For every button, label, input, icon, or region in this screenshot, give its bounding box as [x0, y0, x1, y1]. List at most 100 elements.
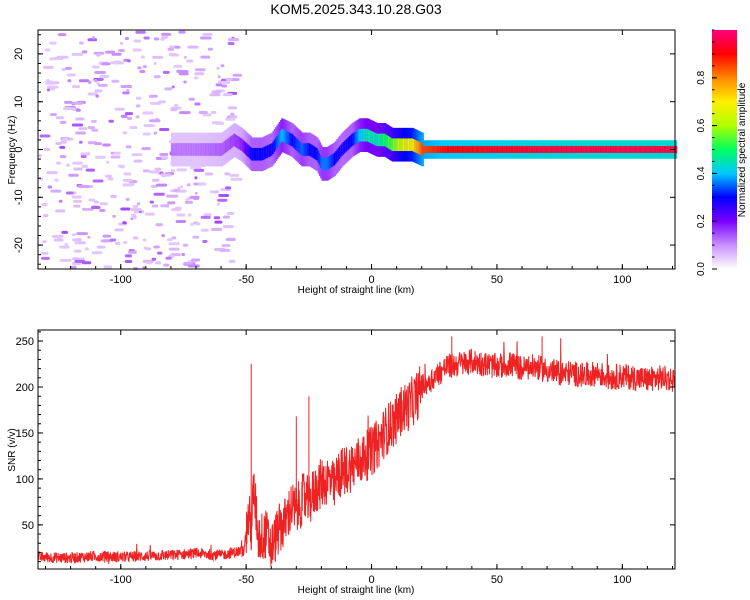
noise-cell [53, 238, 64, 242]
ridge-core [440, 146, 443, 153]
ridge-core [328, 155, 332, 169]
ridge-core [491, 146, 495, 153]
ridge-core [585, 146, 589, 153]
noise-cell [211, 121, 223, 125]
ridge-core [308, 143, 312, 156]
ridge-core [582, 146, 585, 153]
noise-cell [130, 217, 134, 221]
noise-cell [139, 70, 146, 74]
ridge-core [306, 143, 309, 156]
noise-cell [106, 160, 110, 164]
noise-cell [194, 72, 205, 76]
noise-cell [65, 66, 72, 70]
noise-cell [99, 202, 108, 206]
noise-cell [181, 253, 185, 257]
ridge-core [626, 146, 629, 153]
noise-cell [41, 203, 48, 207]
ridge-core [342, 141, 345, 155]
noise-cell [218, 194, 230, 198]
ridge-core [310, 143, 313, 157]
ridge-core [494, 146, 497, 153]
noise-cell [186, 59, 194, 63]
ridge-core [360, 128, 363, 142]
noise-cell [61, 137, 69, 141]
noise-cell [221, 244, 231, 248]
noise-cell [42, 240, 47, 244]
noise-cell [174, 45, 181, 49]
noise-cell [161, 32, 172, 36]
ridge-core [638, 146, 641, 153]
noise-cell [160, 204, 170, 208]
ridge-core [532, 146, 535, 153]
ridge-core [485, 146, 488, 153]
y-tick-label: 10 [13, 96, 25, 108]
ridge-core [372, 131, 376, 145]
ridge-core [643, 146, 646, 153]
ridge-core [264, 146, 268, 159]
x-tick-label: -100 [110, 274, 132, 286]
noise-cell [155, 183, 168, 187]
ridge-core [416, 140, 419, 154]
ridge-core [568, 146, 571, 153]
ridge-core [207, 143, 210, 156]
noise-cell [171, 236, 177, 240]
ridge-core [249, 146, 253, 160]
noise-cell [136, 202, 141, 206]
noise-cell [67, 73, 77, 77]
ridge-core [376, 133, 379, 147]
noise-cell [149, 170, 160, 174]
ridge-core [590, 146, 594, 153]
spectrogram-ylabel: Frequency (Hz) [7, 116, 18, 185]
y-tick-label: 100 [16, 474, 34, 486]
noise-cell [59, 145, 66, 149]
ridge-core [313, 146, 317, 159]
ridge-core [470, 146, 473, 153]
noise-cell [94, 70, 106, 74]
noise-cell [202, 32, 213, 36]
ridge-core [503, 146, 506, 153]
ridge-core [357, 129, 360, 143]
noise-cell [142, 111, 154, 115]
snr-ylabel: SNR (v/v) [7, 428, 18, 471]
noise-cell [170, 108, 178, 112]
ridge-core [386, 135, 389, 148]
ridge-core [474, 146, 477, 153]
ridge-core [208, 143, 211, 156]
ridge-core [234, 134, 238, 148]
noise-cell [122, 131, 128, 135]
x-tick-label: -50 [238, 274, 254, 286]
noise-cell [41, 256, 50, 260]
ridge-core [495, 146, 498, 153]
noise-cell [49, 87, 56, 91]
x-tick-label: 50 [491, 274, 503, 286]
noise-cell [71, 123, 84, 127]
noise-cell [187, 264, 200, 268]
noise-cell [227, 42, 235, 46]
noise-cell [178, 72, 189, 76]
noise-cell [179, 111, 191, 115]
ridge-core [199, 143, 202, 156]
noise-cell [71, 52, 84, 56]
ridge-core [539, 146, 542, 153]
ridge-core [473, 146, 476, 153]
noise-cell [188, 97, 195, 101]
ridge-core [431, 146, 434, 153]
ridge-core [658, 146, 661, 153]
noise-cell [103, 265, 112, 269]
ridge-core [636, 146, 639, 153]
noise-cell [135, 30, 146, 34]
noise-cell [217, 75, 221, 79]
noise-cell [149, 119, 161, 123]
ridge-core [422, 146, 426, 153]
ridge-core [662, 146, 665, 153]
ridge-core [596, 146, 599, 153]
ridge-core [573, 146, 576, 153]
ridge-core [409, 138, 412, 152]
noise-cell [153, 192, 165, 196]
ridge-core [194, 143, 197, 156]
colorbar-tick-label: 0.2 [696, 214, 707, 228]
noise-cell [87, 38, 98, 42]
ridge-core [583, 146, 586, 153]
noise-cell [133, 215, 137, 219]
noise-cell [135, 115, 140, 119]
